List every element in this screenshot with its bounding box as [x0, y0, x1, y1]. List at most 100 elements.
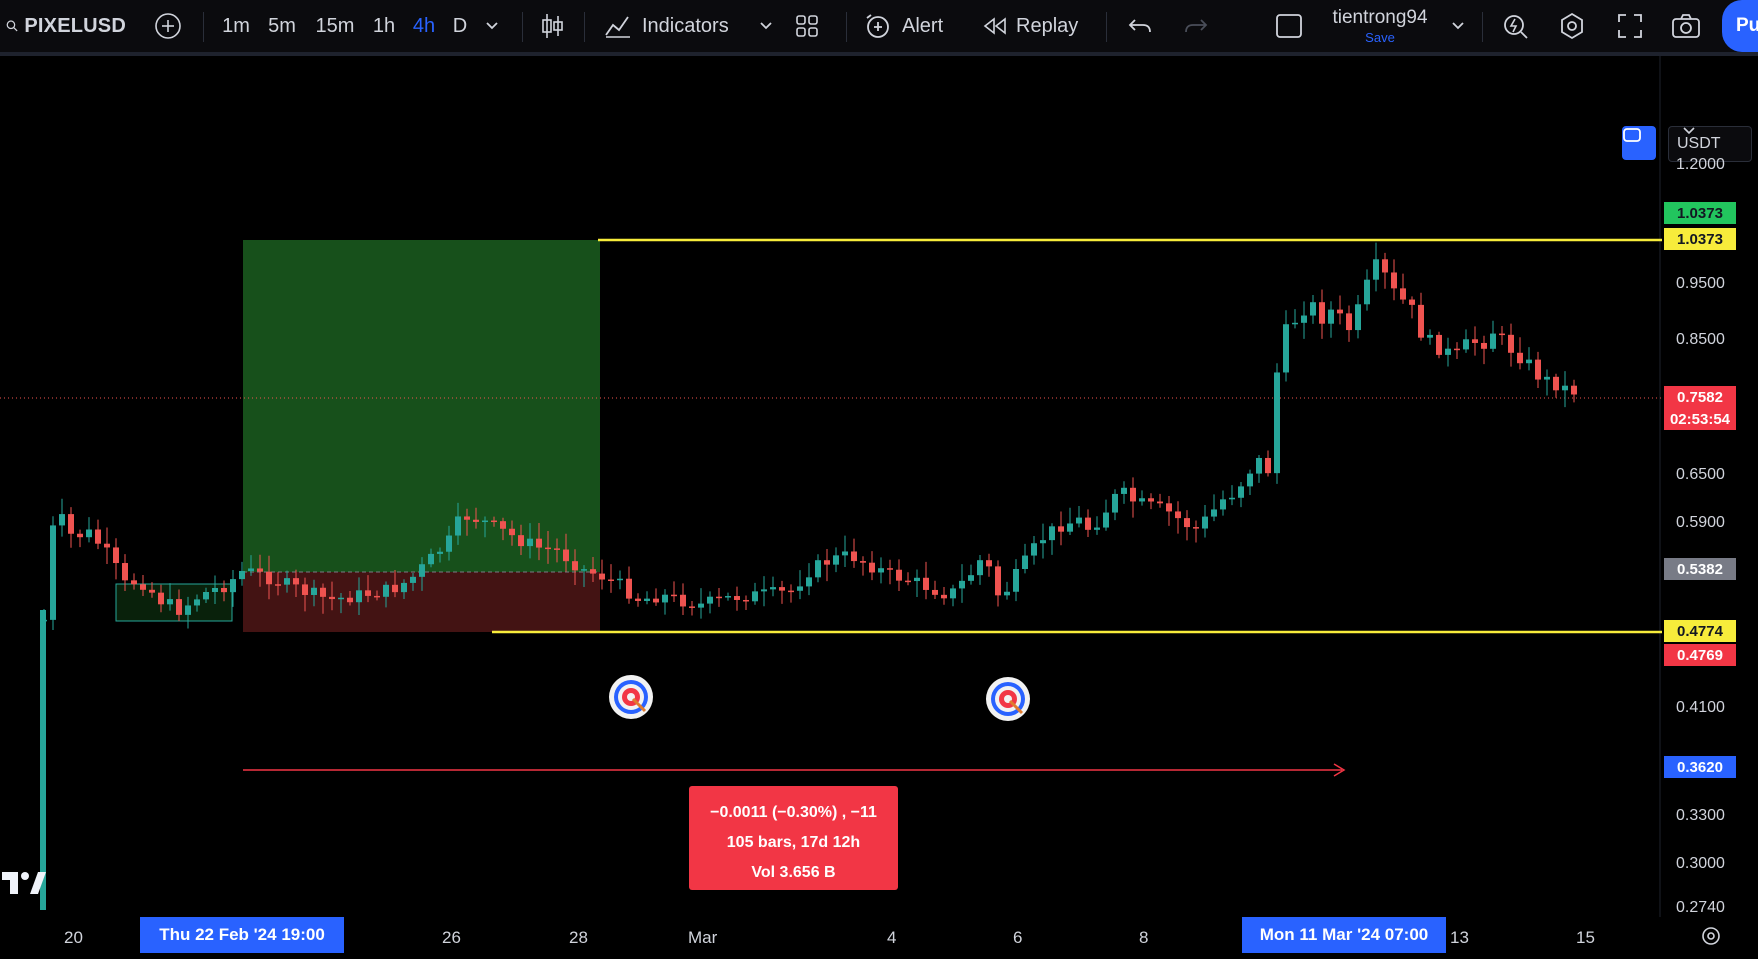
user-layout-menu[interactable]: tientrong94 Save	[1320, 0, 1440, 52]
candle-body	[896, 569, 902, 581]
candle-body	[338, 597, 344, 600]
timeframe-1m[interactable]: 1m	[222, 14, 250, 37]
toolbar-divider	[203, 12, 204, 42]
candle-body	[1004, 591, 1010, 596]
position-profit-zone[interactable]	[243, 240, 600, 572]
layouts-button[interactable]	[790, 0, 824, 52]
chart-canvas	[0, 56, 1662, 918]
save-link[interactable]: Save	[1365, 30, 1395, 45]
timeframe-d[interactable]: D	[452, 14, 468, 37]
fullscreen-button[interactable]	[1612, 0, 1648, 52]
candle-body	[1085, 517, 1091, 530]
candle-body	[743, 599, 749, 602]
candle-body	[1247, 473, 1253, 487]
timeframe-4h[interactable]: 4h	[412, 14, 436, 37]
layout-toggle-button[interactable]	[1274, 0, 1304, 52]
auto-scale-button[interactable]	[1622, 126, 1656, 160]
candle-body	[806, 577, 812, 587]
timeframe-1h[interactable]: 1h	[372, 14, 396, 37]
indicators-dropdown[interactable]	[754, 0, 778, 52]
candle-body	[257, 568, 263, 572]
candle-body	[950, 588, 956, 599]
undo-button[interactable]	[1122, 0, 1158, 52]
candle-body	[842, 551, 848, 556]
candle-body	[1067, 523, 1073, 532]
candle-body	[1220, 499, 1226, 510]
toolbar-divider	[584, 12, 585, 42]
snapshot-button[interactable]	[1668, 0, 1704, 52]
candle-body	[500, 521, 506, 529]
candle-body	[1292, 322, 1298, 325]
candle-body	[590, 569, 596, 574]
publish-button[interactable]: Pu	[1722, 0, 1758, 52]
candle-body	[122, 563, 128, 581]
candle-body	[1193, 527, 1199, 529]
candle-body	[1229, 497, 1235, 500]
candle-body	[626, 578, 632, 599]
autoscale-icon	[1623, 128, 1641, 142]
indicators-button[interactable]: Indicators	[604, 0, 744, 52]
candle-body	[1202, 516, 1208, 529]
redo-button[interactable]	[1178, 0, 1214, 52]
candle-body	[1436, 334, 1442, 355]
candle-body	[761, 589, 767, 592]
gear-icon	[1561, 12, 1583, 40]
time-tick: 13	[1450, 928, 1469, 947]
candle-body	[518, 535, 524, 547]
candle-body	[572, 561, 578, 571]
candle-body	[725, 596, 731, 598]
candle-body	[374, 595, 380, 598]
candle-body	[275, 584, 281, 586]
candle-body	[50, 525, 56, 620]
fullscreen-icon	[1618, 14, 1642, 38]
measure-tooltip: −0.0011 (−0.30%) , −11 105 bars, 17d 12h…	[689, 786, 898, 890]
candlestick-series	[40, 242, 1577, 910]
candle-body	[347, 597, 353, 603]
candle-body	[491, 520, 497, 523]
quick-search-button[interactable]	[1498, 0, 1534, 52]
timeframe-15m[interactable]: 15m	[315, 14, 355, 37]
tradingview-logo[interactable]	[0, 868, 48, 898]
candle-body	[932, 589, 938, 595]
candle-body	[581, 569, 587, 571]
candle-body	[1274, 372, 1280, 474]
layout-dropdown[interactable]	[1446, 0, 1470, 52]
chevron-down-icon	[1683, 127, 1695, 135]
candle-body	[1121, 487, 1127, 494]
candle-body	[698, 603, 704, 608]
price-chart[interactable]: USDT 1.2000 0.9500 0.8500 0.6500 0.5900 …	[0, 56, 1758, 918]
candle-body	[230, 579, 236, 593]
chart-type-button[interactable]	[534, 0, 570, 52]
compare-symbol-button[interactable]	[150, 0, 186, 52]
candle-body	[977, 560, 983, 576]
current-price-label: 0.7582	[1664, 386, 1736, 408]
candle-body	[266, 571, 272, 585]
candle-body	[788, 590, 794, 593]
settings-button[interactable]	[1554, 0, 1590, 52]
symbol-search[interactable]: PIXELUSD	[6, 0, 126, 52]
candle-body	[1328, 309, 1334, 324]
time-tick: Mar	[688, 928, 718, 947]
timeframe-5m[interactable]: 5m	[268, 14, 296, 37]
replay-button[interactable]: Replay	[982, 0, 1092, 52]
time-tick: 28	[569, 928, 588, 947]
alert-button[interactable]: Alert	[864, 0, 964, 52]
replay-label: Replay	[1016, 14, 1079, 37]
candle-body	[599, 573, 605, 580]
toolbar-divider	[846, 12, 847, 42]
candle-body	[563, 549, 569, 562]
timeframe-dropdown[interactable]	[480, 0, 504, 52]
time-axis-settings-button[interactable]	[1700, 925, 1722, 952]
candle-body	[1031, 543, 1037, 556]
candle-body	[608, 579, 614, 582]
candle-body	[536, 538, 542, 548]
currency-select[interactable]: USDT	[1668, 126, 1752, 162]
toolbar-divider	[1106, 12, 1107, 42]
time-axis[interactable]: 20 Thu 22 Feb '24 19:00 26 28 Mar 4 6 8 …	[0, 917, 1758, 959]
time-tick: 20	[64, 928, 83, 947]
time-range-start-label: Thu 22 Feb '24 19:00	[140, 917, 344, 953]
candle-body	[40, 610, 46, 910]
candle-body	[104, 543, 110, 548]
measure-arrowhead	[1333, 763, 1346, 777]
redo-icon	[1185, 19, 1208, 33]
